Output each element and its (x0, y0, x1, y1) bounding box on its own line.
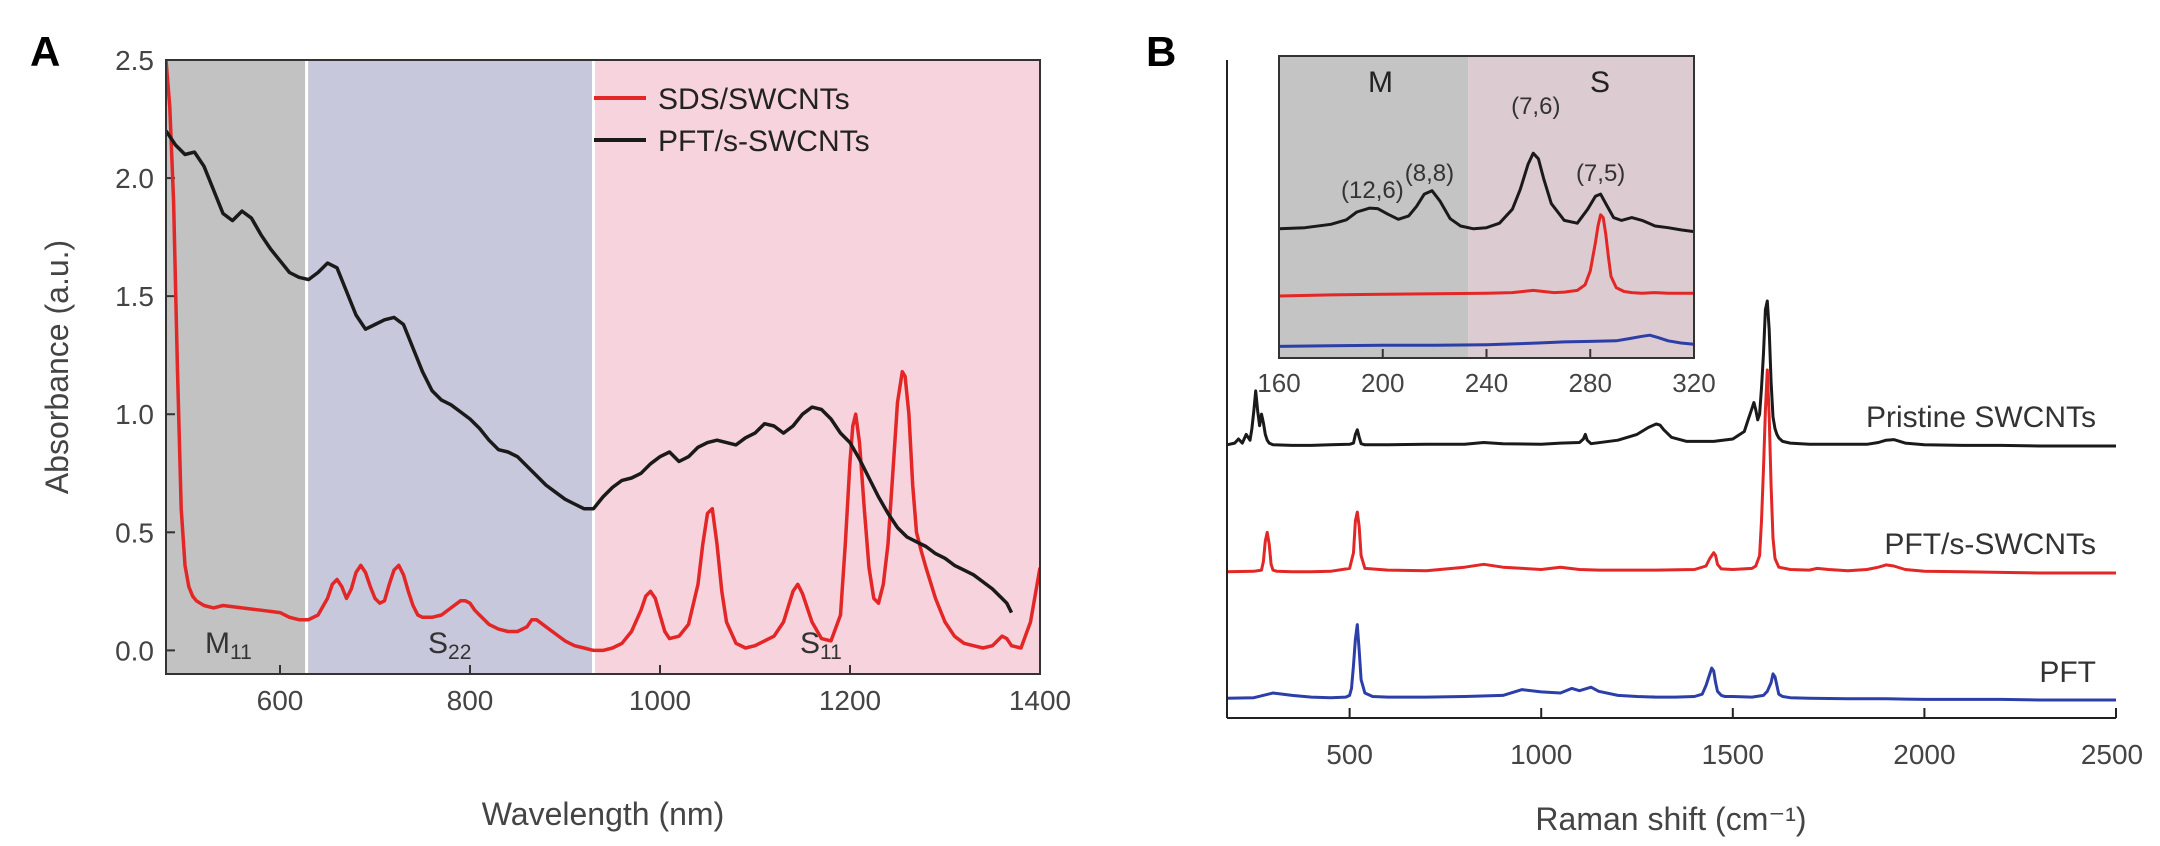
inset-peak-label: (7,5) (1576, 160, 1625, 187)
raman-series-label: PFT (2039, 656, 2096, 689)
raman-chart: 500 1000 1500 2000 2500 Pristine SWCNTs PFT/s… (1226, 55, 2143, 837)
raman-x-tick-label: 1500 (1702, 739, 1764, 770)
raman-lines (1226, 299, 2116, 702)
raman-series-line-1 (1226, 368, 2116, 575)
absorbance-y-tick-label: 1.0 (115, 399, 154, 430)
absorbance-region-label: M11 (205, 627, 252, 664)
absorbance-y-tick-label: 0.5 (115, 517, 154, 548)
legend-entry: PFT/s-SWCNTs (658, 125, 870, 158)
absorbance-y-tick-label: 0.0 (115, 635, 154, 666)
absorbance-x-tick-label: 600 (257, 685, 304, 716)
inset-peak-label: (7,6) (1511, 93, 1560, 120)
absorbance-lines (166, 60, 1040, 653)
inset-x-tick-label: 280 (1569, 368, 1612, 398)
inset-series-line-2 (1279, 333, 1694, 348)
absorbance-regions: M11 S22 S11 (166, 60, 1040, 674)
absorbance-x-tick-label: 1200 (819, 685, 881, 716)
panel-label-b: B (1146, 28, 1176, 75)
legend-entry: SDS/SWCNTs (658, 83, 850, 116)
inset-annotations: (12,6)(8,8) (7,6) (7,5) (1341, 93, 1625, 204)
absorbance-plot-frame (165, 59, 1041, 675)
inset-x-tick-label: 240 (1465, 368, 1508, 398)
raman-series-label: Pristine SWCNTs (1866, 401, 2096, 434)
absorbance-x-tick-label: 800 (447, 685, 494, 716)
absorbance-series-line-1 (166, 129, 1014, 614)
inset-series-line-1 (1279, 213, 1694, 298)
raman-series-line-2 (1226, 623, 2116, 702)
absorbance-region-0 (166, 60, 307, 674)
inset-peak-label: (8,8) (1405, 160, 1454, 187)
raman-x-tick-label: 1000 (1510, 739, 1572, 770)
inset-x-tick-label: 160 (1257, 368, 1300, 398)
inset-x-tick-label: 320 (1672, 368, 1715, 398)
inset-ticks: 160 200 240 280 320 (1257, 349, 1716, 398)
inset-lines (1279, 151, 1694, 348)
inset-region-label: S (1590, 66, 1610, 99)
raman-series-labels: Pristine SWCNTs PFT/s-SWCNTs PFT (1866, 401, 2096, 689)
inset-region-label: M (1368, 66, 1393, 99)
absorbance-y-tick-label: 1.5 (115, 281, 154, 312)
absorbance-y-axis-label: Absorbance (a.u.) (39, 240, 75, 494)
raman-ticks: 500 1000 1500 2000 2500 (1326, 708, 2143, 770)
absorbance-region-label: S11 (800, 627, 842, 664)
absorbance-x-axis-label: Wavelength (nm) (482, 796, 724, 832)
raman-x-axis-label: Raman shift (cm⁻¹) (1535, 801, 1806, 837)
raman-series-label: PFT/s-SWCNTs (1884, 528, 2096, 561)
raman-x-tick-label: 2500 (2081, 739, 2143, 770)
absorbance-y-tick-label: 2.5 (115, 45, 154, 76)
absorbance-y-tick-label: 2.0 (115, 163, 154, 194)
raman-series-line-0 (1226, 299, 2116, 448)
inset-region-1 (1468, 56, 1694, 358)
absorbance-x-tick-label: 1400 (1009, 685, 1071, 716)
absorbance-legend: SDS/SWCNTs PFT/s-SWCNTs (594, 83, 870, 158)
absorbance-region-label: S22 (428, 627, 471, 664)
absorbance-chart: M11 S22 S11 600 800 1000 1200 1400 0.0 0.5 1.0 1.5… (39, 45, 1071, 832)
raman-x-tick-label: 2000 (1893, 739, 1955, 770)
absorbance-region-1 (306, 60, 594, 674)
absorbance-series-line-0 (166, 60, 1040, 653)
inset-series-line-0 (1279, 151, 1694, 234)
absorbance-ticks: 600 800 1000 1200 1400 0.0 0.5 1.0 1.5 2.0 2.5 (115, 45, 1071, 716)
inset-peak-label: (12,6) (1341, 177, 1404, 204)
panel-label-a: A (30, 28, 60, 75)
inset-x-tick-label: 200 (1361, 368, 1404, 398)
absorbance-x-tick-label: 1000 (629, 685, 691, 716)
raman-x-tick-label: 500 (1326, 739, 1373, 770)
